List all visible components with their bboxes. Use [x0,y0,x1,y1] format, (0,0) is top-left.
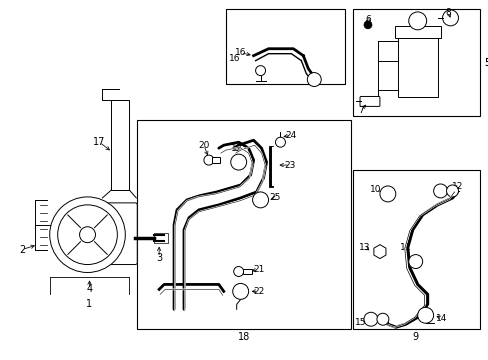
Text: 5: 5 [483,58,488,68]
Text: 1: 1 [86,299,92,309]
Text: 4: 4 [86,284,92,294]
Text: 8: 8 [445,8,450,17]
FancyBboxPatch shape [359,96,379,107]
Text: 15: 15 [355,318,366,327]
Circle shape [255,66,265,76]
Text: 13: 13 [359,243,370,252]
Circle shape [376,313,388,325]
Text: 11: 11 [399,243,411,252]
Circle shape [80,227,95,243]
Text: 9: 9 [412,332,418,342]
Circle shape [417,307,433,323]
Circle shape [408,12,426,30]
FancyBboxPatch shape [85,203,137,265]
Bar [397,36,437,98]
Bar [137,120,350,329]
Bar [242,269,251,274]
Circle shape [446,185,458,197]
Text: 24: 24 [285,131,296,140]
Bar [352,9,479,116]
Circle shape [50,197,125,273]
Text: 3: 3 [156,253,162,262]
Bar [394,26,440,38]
Circle shape [363,21,371,29]
Text: 19: 19 [230,144,242,153]
Circle shape [58,205,117,265]
Text: 16: 16 [228,54,240,63]
Text: 5: 5 [483,58,488,68]
Bar [211,157,219,163]
Text: 2: 2 [19,244,25,255]
Bar [352,170,479,329]
Text: 17: 17 [93,137,105,147]
Text: 21: 21 [252,265,264,274]
Text: 12: 12 [451,183,462,192]
Bar [111,100,129,190]
Circle shape [408,255,422,269]
Circle shape [232,283,248,300]
Text: 18: 18 [237,332,249,342]
Text: 25: 25 [269,193,281,202]
Circle shape [203,155,213,165]
Bar [225,9,345,84]
Circle shape [363,312,377,326]
Text: 20: 20 [198,141,209,150]
Text: 14: 14 [435,314,447,323]
Circle shape [306,73,321,86]
Text: 7: 7 [357,106,363,115]
Circle shape [252,192,268,208]
Circle shape [442,10,458,26]
Circle shape [233,266,243,276]
Circle shape [433,184,447,198]
Text: 23: 23 [284,161,296,170]
Circle shape [230,154,246,170]
Text: 22: 22 [252,287,264,296]
Text: 10: 10 [369,185,381,194]
Text: 6: 6 [365,15,370,24]
Circle shape [379,186,395,202]
Bar [154,233,168,243]
Text: 16: 16 [234,48,246,57]
Circle shape [275,137,285,147]
